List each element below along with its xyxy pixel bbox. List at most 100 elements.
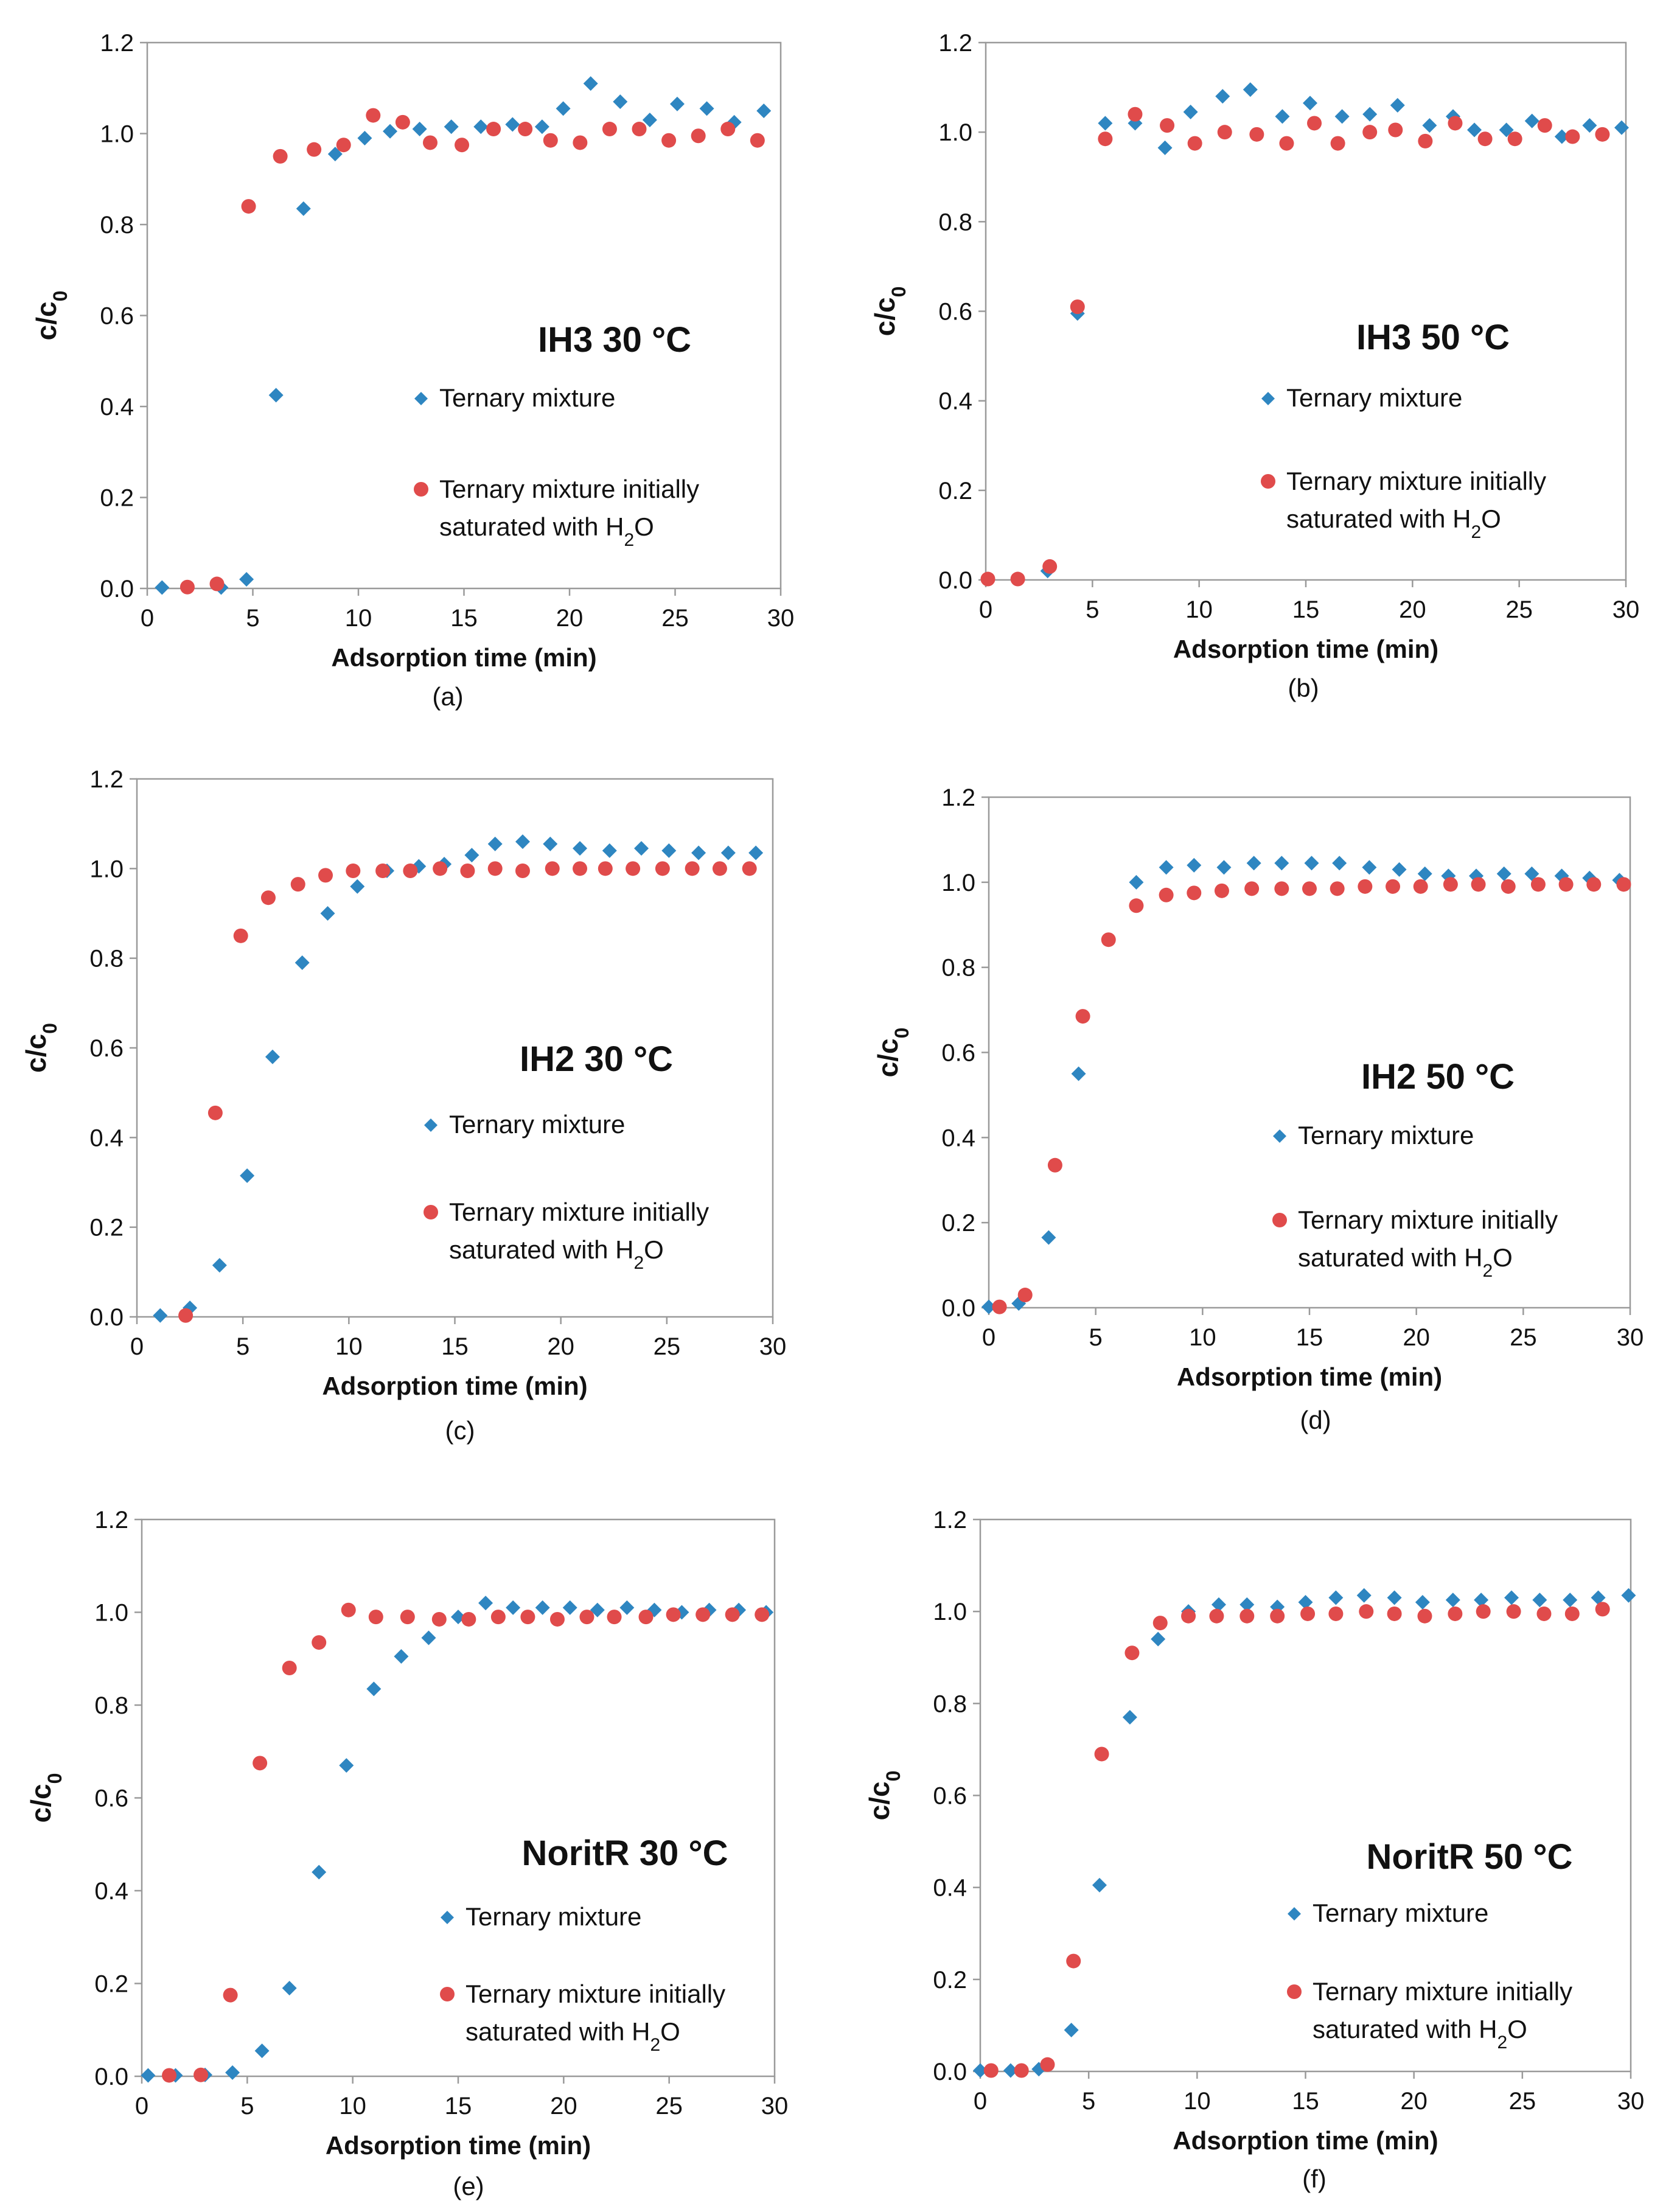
data-point-saturated (1124, 1645, 1140, 1661)
data-point-ternary (1239, 1597, 1255, 1612)
data-point-saturated (1388, 122, 1403, 138)
legend-diamond-marker (441, 1911, 454, 1924)
data-point-saturated (223, 1987, 238, 2003)
x-tick-label: 20 (1403, 1324, 1430, 1351)
x-tick-label: 5 (1089, 1324, 1103, 1351)
y-tick-label: 1.2 (100, 30, 134, 57)
data-point-ternary (556, 101, 571, 116)
legend-label-saturated-line1: Ternary mixture initially (1298, 1205, 1558, 1234)
y-tick-label: 0.6 (938, 299, 972, 326)
data-point-saturated (980, 571, 995, 587)
data-point-ternary (1303, 96, 1318, 111)
data-point-saturated (180, 579, 195, 595)
x-tick-label: 20 (1399, 596, 1426, 623)
data-point-saturated (1413, 879, 1428, 894)
data-point-saturated (1564, 1606, 1580, 1621)
data-point-ternary (265, 1049, 280, 1064)
y-tick-label: 0.8 (938, 209, 972, 236)
legend-label-saturated-line2: saturated with H2O (465, 2017, 680, 2055)
x-tick-label: 20 (550, 2093, 577, 2120)
data-point-ternary (478, 1596, 493, 1611)
data-point-ternary (1356, 1588, 1372, 1603)
data-point-saturated (433, 861, 448, 876)
data-point-ternary (1243, 82, 1258, 97)
x-tick-label: 0 (979, 596, 992, 623)
legend-label-ternary: Ternary mixture (449, 1110, 625, 1139)
y-tick-label: 0.6 (941, 1040, 975, 1067)
legend: Ternary mixture Ternary mixture initially… (1272, 1121, 1558, 1281)
data-point-ternary (1003, 2063, 1018, 2078)
data-point-ternary (562, 1600, 577, 1615)
data-point-ternary (1304, 856, 1319, 871)
x-axis-label: Adsorption time (min) (326, 2131, 591, 2160)
data-point-saturated (403, 864, 418, 879)
data-point-saturated (1387, 1606, 1402, 1621)
x-tick-label: 15 (1296, 1324, 1323, 1351)
data-point-saturated (691, 128, 706, 144)
series-saturated (980, 106, 1610, 587)
data-point-saturated (1187, 885, 1202, 901)
y-tick-label: 1.2 (938, 30, 972, 57)
data-point-saturated (194, 2067, 209, 2082)
legend-label-saturated-line2: saturated with H2O (1298, 1243, 1513, 1281)
panel-caption: (f) (1302, 2165, 1327, 2193)
data-point-ternary (1183, 105, 1198, 120)
legend-circle-marker (1272, 1213, 1287, 1227)
data-point-saturated (712, 861, 727, 876)
x-tick-label: 0 (974, 2088, 987, 2115)
data-point-saturated (1530, 877, 1546, 892)
legend-diamond-marker (1273, 1129, 1286, 1143)
data-point-ternary (720, 845, 736, 860)
x-tick-label: 25 (655, 2093, 683, 2120)
data-point-saturated (520, 1610, 535, 1625)
legend-label-saturated-line1: Ternary mixture initially (439, 475, 699, 503)
data-point-saturated (1217, 125, 1232, 140)
data-point-saturated (486, 122, 501, 137)
y-tick-label: 0.0 (89, 1304, 124, 1331)
data-point-saturated (1070, 299, 1085, 315)
series-saturated (992, 877, 1631, 1314)
data-point-saturated (1565, 129, 1580, 144)
data-point-ternary (1159, 860, 1174, 875)
y-tick-label: 0.8 (933, 1690, 967, 1717)
x-axis-label: Adsorption time (min) (1173, 2126, 1438, 2155)
data-point-ternary (1071, 1066, 1086, 1081)
data-point-ternary (1151, 1631, 1166, 1647)
data-point-ternary (1216, 860, 1232, 875)
data-point-saturated (162, 2068, 177, 2083)
chart-panel-f: 0.0 0.2 0.4 0.6 0.8 1.0 1.2 0 5 10 15 20 25 30 Adsorpt… (863, 1507, 1644, 2193)
data-point-ternary (268, 388, 284, 403)
x-tick-label: 30 (767, 605, 795, 632)
y-tick-label: 1.0 (89, 856, 124, 882)
data-point-ternary (619, 1600, 635, 1615)
data-point-saturated (1471, 877, 1486, 892)
x-tick-label: 30 (1617, 1324, 1644, 1351)
x-tick-label: 15 (450, 605, 478, 632)
y-tick-label: 1.0 (938, 119, 972, 146)
y-tick-label: 0.4 (938, 388, 972, 415)
y-axis-label: c/c0 (20, 1023, 61, 1073)
data-point-saturated (1244, 881, 1260, 896)
data-point-saturated (573, 135, 588, 150)
x-tick-label: 25 (1510, 1324, 1537, 1351)
data-point-saturated (1101, 932, 1116, 947)
legend-label-saturated-line2: saturated with H2O (439, 512, 654, 550)
data-point-ternary (613, 94, 628, 110)
legend-label-ternary: Ternary mixture (1313, 1899, 1488, 1927)
x-tick-label: 10 (1185, 596, 1213, 623)
data-point-saturated (983, 2063, 999, 2078)
data-point-saturated (598, 861, 613, 876)
data-point-saturated (1279, 136, 1294, 151)
legend-label-ternary: Ternary mixture (1286, 383, 1462, 412)
y-axis-label: c/c0 (869, 287, 910, 337)
chart-title: IH3 30 °C (538, 320, 691, 360)
data-point-ternary (748, 845, 764, 860)
data-point-saturated (1616, 877, 1631, 892)
data-point-ternary (1362, 106, 1378, 122)
legend-label-saturated-line2: saturated with H2O (1286, 504, 1501, 542)
x-tick-label: 0 (141, 605, 154, 632)
x-tick-label: 30 (1617, 2088, 1645, 2115)
data-point-saturated (209, 576, 225, 591)
data-point-saturated (375, 864, 391, 879)
